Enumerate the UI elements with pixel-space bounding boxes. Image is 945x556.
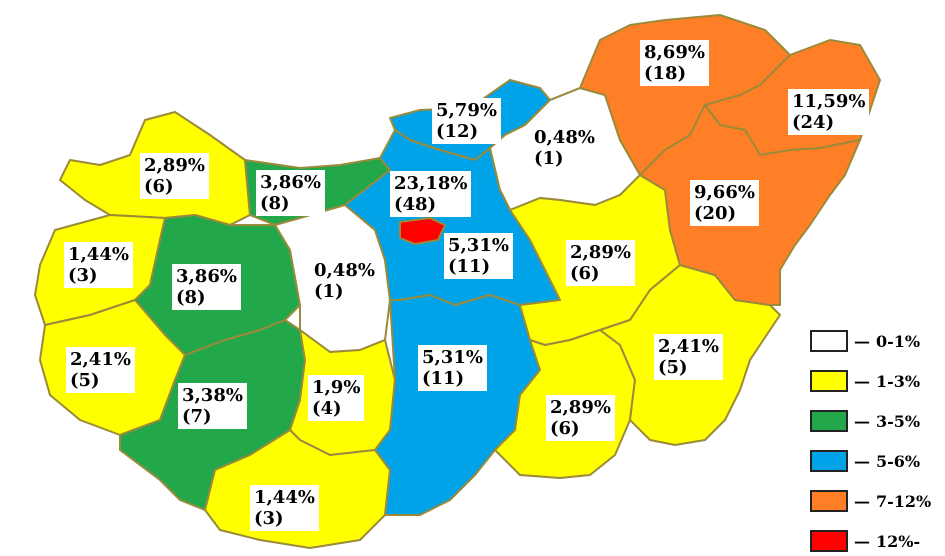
region-label-veszprem: 3,86% (8) <box>172 264 241 310</box>
legend-label: 7-12% <box>876 491 932 511</box>
legend-dash: — <box>854 451 870 471</box>
region-percent: 2,89% <box>550 397 611 418</box>
region-percent: 0,48% <box>534 127 595 148</box>
region-count: (8) <box>176 287 206 308</box>
region-count: (7) <box>182 406 212 427</box>
legend-swatch <box>810 490 848 512</box>
region-label-borsod: 8,69% (18) <box>640 40 709 86</box>
region-label-szabolcs: 11,59% (24) <box>788 89 870 135</box>
region-budapest <box>399 217 446 245</box>
legend-item: — 3-5% <box>810 410 920 432</box>
legend-label: 0-1% <box>876 331 921 351</box>
region-label-jasz: 2,89% (6) <box>566 240 635 286</box>
region-label-budapest: 23,18% (48) <box>390 171 472 217</box>
region-count: (6) <box>144 176 174 197</box>
region-count: (4) <box>312 398 342 419</box>
legend-label: 3-5% <box>876 411 921 431</box>
legend-label: 5-6% <box>876 451 921 471</box>
region-label-somogy: 3,38% (7) <box>178 383 247 429</box>
legend-dash: — <box>854 371 870 391</box>
region-count: (18) <box>644 63 687 84</box>
region-percent: 1,9% <box>312 377 361 398</box>
region-count: (3) <box>68 265 98 286</box>
region-label-bacs: 5,31% (11) <box>418 345 487 391</box>
region-label-fejer: 0,48% (1) <box>310 258 379 304</box>
region-label-tolna: 1,9% (4) <box>308 375 365 421</box>
region-count: (11) <box>422 368 465 389</box>
legend-label: 1-3% <box>876 371 921 391</box>
region-percent: 3,86% <box>176 266 237 287</box>
legend-swatch <box>810 330 848 352</box>
region-label-zala: 2,41% (5) <box>66 347 135 393</box>
region-percent: 3,38% <box>182 385 243 406</box>
region-count: (6) <box>570 263 600 284</box>
region-percent: 8,69% <box>644 42 705 63</box>
region-percent: 5,79% <box>436 100 497 121</box>
region-count: (5) <box>70 370 100 391</box>
legend-item: — 0-1% <box>810 330 920 352</box>
region-label-pest: 5,31% (11) <box>444 233 513 279</box>
region-count: (12) <box>436 121 479 142</box>
legend-swatch <box>810 410 848 432</box>
region-percent: 1,44% <box>68 244 129 265</box>
region-label-gyor: 2,89% (6) <box>140 153 209 199</box>
region-label-csongrad: 2,89% (6) <box>546 395 615 441</box>
region-percent: 2,89% <box>570 242 631 263</box>
region-percent: 11,59% <box>792 91 866 112</box>
legend-item: — 5-6% <box>810 450 920 472</box>
legend-item: — 12%- <box>810 530 920 552</box>
region-count: (5) <box>658 357 688 378</box>
region-label-hajdu: 9,66% (20) <box>690 180 759 226</box>
region-count: (8) <box>260 193 290 214</box>
region-count: (20) <box>694 203 737 224</box>
legend-label: 12%- <box>876 531 921 551</box>
region-percent: 23,18% <box>394 173 468 194</box>
legend-swatch <box>810 530 848 552</box>
region-percent: 5,31% <box>422 347 483 368</box>
legend-dash: — <box>854 531 870 551</box>
region-count: (6) <box>550 418 580 439</box>
region-percent: 0,48% <box>314 260 375 281</box>
region-count: (3) <box>254 508 284 529</box>
region-label-baranya: 1,44% (3) <box>250 485 319 531</box>
region-count: (1) <box>534 148 564 169</box>
region-count: (48) <box>394 194 437 215</box>
region-percent: 2,41% <box>70 349 131 370</box>
region-label-bekes: 2,41% (5) <box>654 334 723 380</box>
legend-dash: — <box>854 491 870 511</box>
region-percent: 2,41% <box>658 336 719 357</box>
legend-item: — 7-12% <box>810 490 931 512</box>
region-label-vas: 1,44% (3) <box>64 242 133 288</box>
region-count: (24) <box>792 112 835 133</box>
region-percent: 2,89% <box>144 155 205 176</box>
region-label-heves: 0,48% (1) <box>530 125 599 171</box>
legend-swatch <box>810 370 848 392</box>
region-count: (11) <box>448 256 491 277</box>
legend-dash: — <box>854 331 870 351</box>
legend-item: — 1-3% <box>810 370 920 392</box>
region-percent: 3,86% <box>260 172 321 193</box>
legend-dash: — <box>854 411 870 431</box>
region-percent: 5,31% <box>448 235 509 256</box>
region-count: (1) <box>314 281 344 302</box>
region-percent: 1,44% <box>254 487 315 508</box>
legend-swatch <box>810 450 848 472</box>
region-label-komarom: 3,86% (8) <box>256 170 325 216</box>
region-label-nograd: 5,79% (12) <box>432 98 501 144</box>
region-percent: 9,66% <box>694 182 755 203</box>
region-bacs <box>374 294 541 516</box>
